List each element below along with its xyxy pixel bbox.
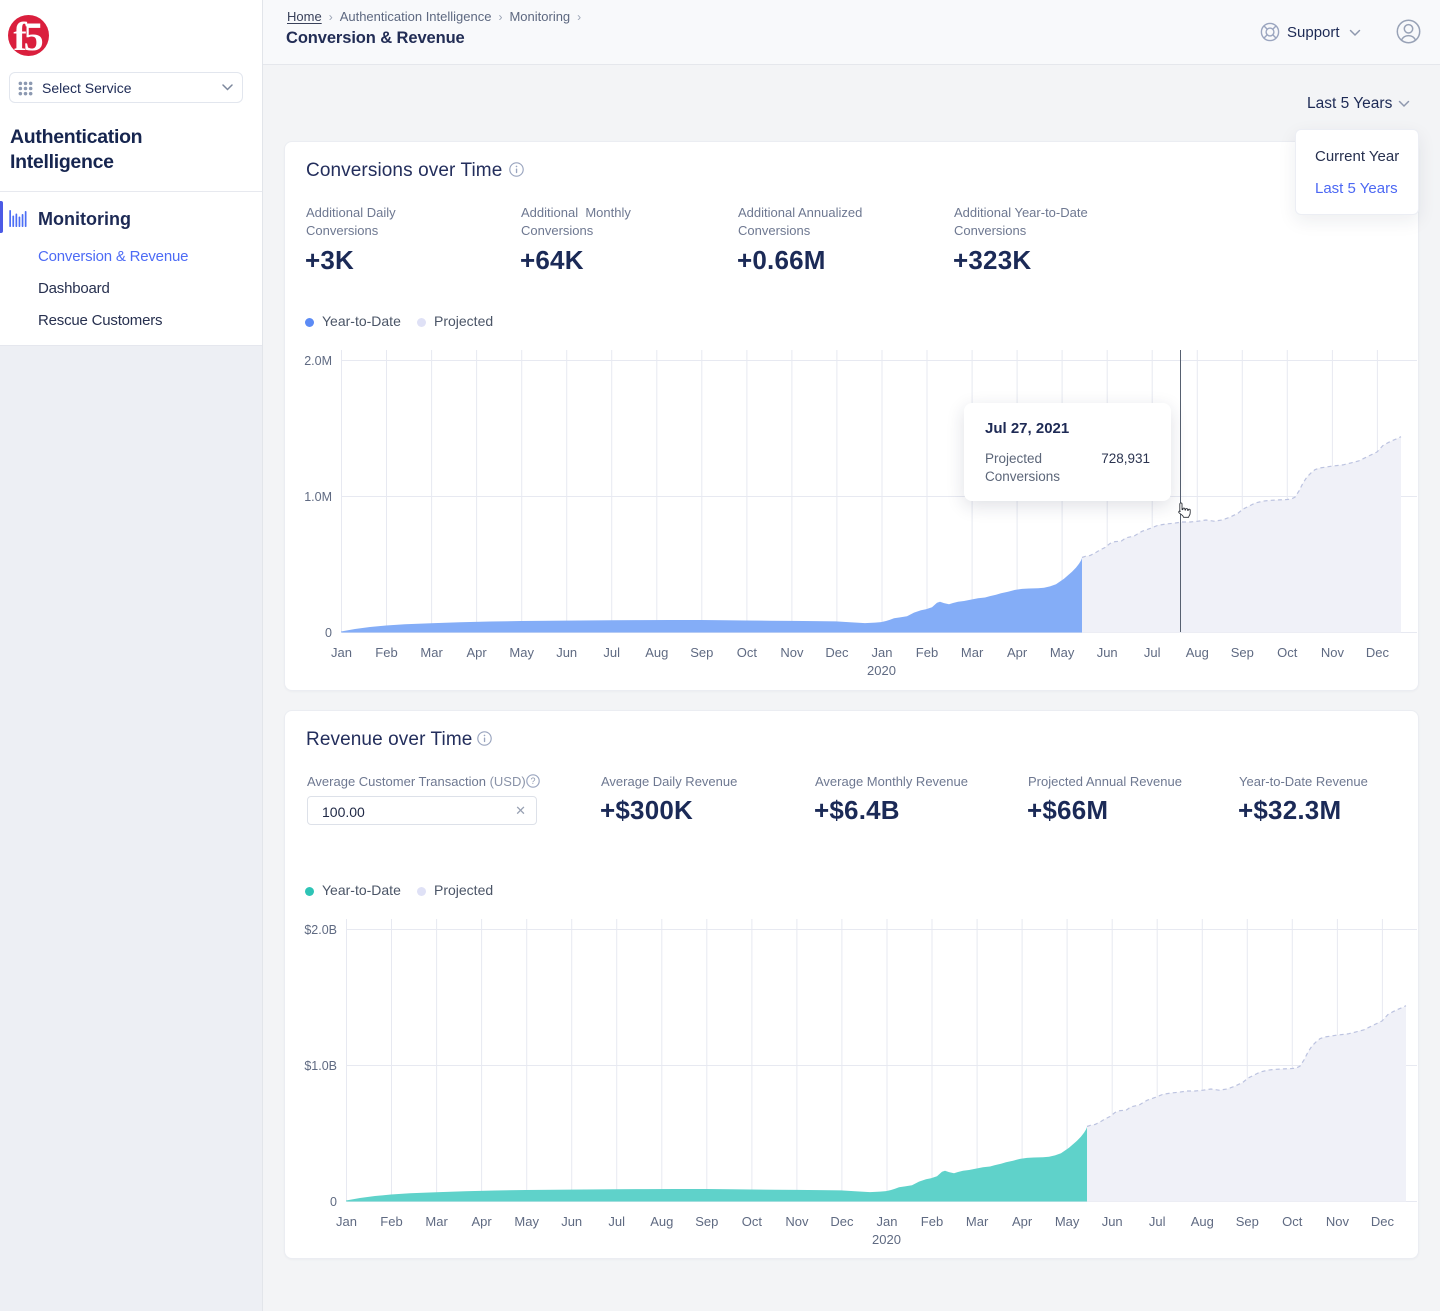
svg-text:?: ? bbox=[530, 776, 535, 786]
